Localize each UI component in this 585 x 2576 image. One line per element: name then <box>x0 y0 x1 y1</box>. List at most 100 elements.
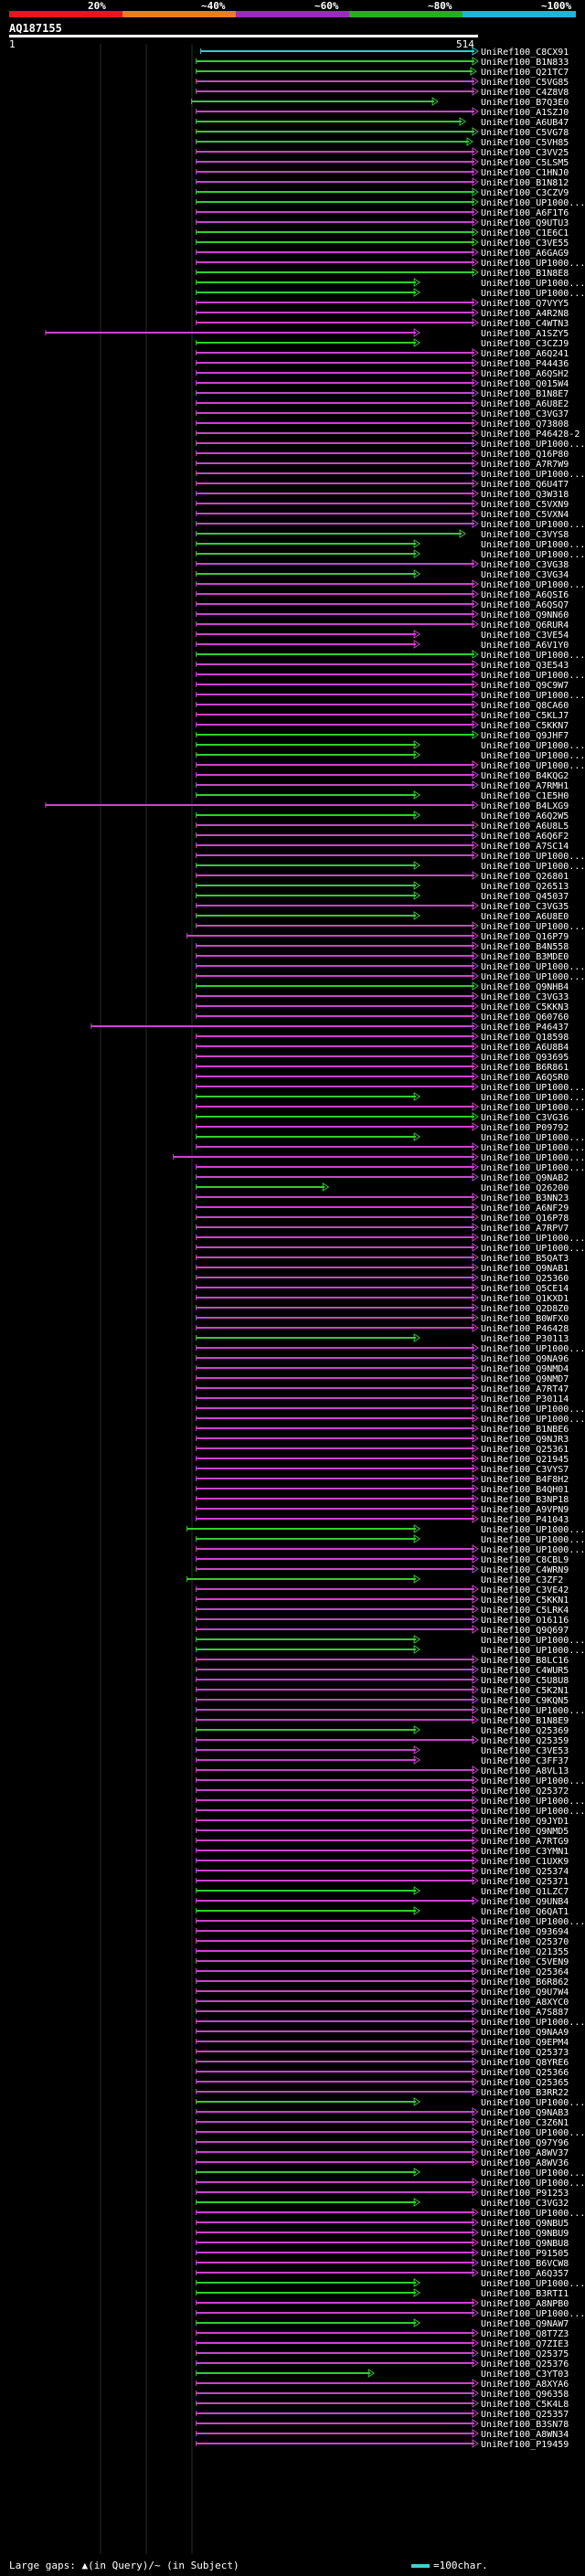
hit-id-link[interactable]: UniRef100_P91253 <box>481 2189 569 2199</box>
hit-id-link[interactable]: UniRef100_B7Q3E0 <box>481 98 569 108</box>
hit-id-link[interactable]: UniRef100_C4WUR5 <box>481 1666 569 1676</box>
hit-id-link[interactable]: UniRef100_Q8T7Z3 <box>481 2329 569 2339</box>
hit-id-link[interactable]: UniRef100_A1SZJ0 <box>481 108 569 118</box>
hit-id-link[interactable]: UniRef100_UP1000... <box>481 1083 585 1093</box>
hit-id-link[interactable]: UniRef100_C3VG35 <box>481 902 569 912</box>
hit-id-link[interactable]: UniRef100_Q6RUR4 <box>481 620 569 631</box>
hit-id-link[interactable]: UniRef100_UP1000... <box>481 550 585 560</box>
hit-id-link[interactable]: UniRef100_C5VG78 <box>481 128 569 138</box>
hit-id-link[interactable]: UniRef100_Q16P78 <box>481 1214 569 1224</box>
hit-id-link[interactable]: UniRef100_UP1000... <box>481 1093 585 1103</box>
hit-id-link[interactable]: UniRef100_UP1000... <box>481 1545 585 1555</box>
hit-id-link[interactable]: UniRef100_A6V1Y0 <box>481 641 569 651</box>
hit-id-link[interactable]: UniRef100_Q26200 <box>481 1183 569 1193</box>
hit-id-link[interactable]: UniRef100_C5KKN3 <box>481 1002 569 1012</box>
hit-id-link[interactable]: UniRef100_B3MDE0 <box>481 952 569 962</box>
hit-id-link[interactable]: UniRef100_A7RPV7 <box>481 1224 569 1234</box>
hit-id-link[interactable]: UniRef100_C3VYS8 <box>481 530 569 540</box>
hit-id-link[interactable]: UniRef100_UP1000... <box>481 691 585 701</box>
hit-id-link[interactable]: UniRef100_UP1000... <box>481 751 585 761</box>
hit-id-link[interactable]: UniRef100_A8NPB0 <box>481 2299 569 2309</box>
hit-id-link[interactable]: UniRef100_UP1000... <box>481 671 585 681</box>
hit-id-link[interactable]: UniRef100_A6GAG9 <box>481 249 569 259</box>
hit-id-link[interactable]: UniRef100_C5KKN7 <box>481 721 569 731</box>
hit-id-link[interactable]: UniRef100_C3VG34 <box>481 570 569 580</box>
hit-id-link[interactable]: UniRef100_C9KQN5 <box>481 1696 569 1706</box>
hit-id-link[interactable]: UniRef100_Q9UNB4 <box>481 1897 569 1907</box>
hit-id-link[interactable]: UniRef100_Q9JHF7 <box>481 731 569 741</box>
hit-id-link[interactable]: UniRef100_UP1000... <box>481 1344 585 1354</box>
hit-id-link[interactable]: UniRef100_A6Q2W5 <box>481 811 569 822</box>
hit-id-link[interactable]: UniRef100_A9VPN9 <box>481 1505 569 1515</box>
hit-id-link[interactable]: UniRef100_Q9NBU5 <box>481 2219 569 2229</box>
hit-id-link[interactable]: UniRef100_Q25375 <box>481 2349 569 2359</box>
hit-id-link[interactable]: UniRef100_Q9U7W4 <box>481 1988 569 1998</box>
hit-id-link[interactable]: UniRef100_Q9EPM4 <box>481 2038 569 2048</box>
hit-id-link[interactable]: UniRef100_UP1000... <box>481 2209 585 2219</box>
hit-id-link[interactable]: UniRef100_C5VH85 <box>481 138 569 148</box>
hit-id-link[interactable]: UniRef100_UP1000... <box>481 440 585 450</box>
hit-id-link[interactable]: UniRef100_C3VG37 <box>481 409 569 419</box>
hit-id-link[interactable]: UniRef100_C5VXN4 <box>481 510 569 520</box>
hit-id-link[interactable]: UniRef100_Q9UTU3 <box>481 218 569 228</box>
hit-id-link[interactable]: UniRef100_UP1000... <box>481 1103 585 1113</box>
hit-id-link[interactable]: UniRef100_B1N833 <box>481 58 569 68</box>
hit-id-link[interactable]: UniRef100_UP1000... <box>481 852 585 862</box>
hit-id-link[interactable]: UniRef100_C3VG32 <box>481 2199 569 2209</box>
hit-id-link[interactable]: UniRef100_UP1000... <box>481 1776 585 1786</box>
hit-id-link[interactable]: UniRef100_P09792 <box>481 1123 569 1133</box>
hit-id-link[interactable]: UniRef100_C5U8U8 <box>481 1676 569 1686</box>
hit-id-link[interactable]: UniRef100_C3YT03 <box>481 2369 569 2380</box>
hit-id-link[interactable]: UniRef100_UP1000... <box>481 2309 585 2319</box>
hit-id-link[interactable]: UniRef100_A4R2N8 <box>481 309 569 319</box>
hit-id-link[interactable]: UniRef100_Q9NA96 <box>481 1354 569 1364</box>
hit-id-link[interactable]: UniRef100_C1HNJ0 <box>481 168 569 178</box>
hit-id-link[interactable]: UniRef100_UP1000... <box>481 761 585 771</box>
hit-id-link[interactable]: UniRef100_UP1000... <box>481 1153 585 1163</box>
hit-id-link[interactable]: UniRef100_Q9NAB2 <box>481 1173 569 1183</box>
hit-id-link[interactable]: UniRef100_Q25372 <box>481 1786 569 1797</box>
hit-id-link[interactable]: UniRef100_Q60760 <box>481 1012 569 1023</box>
hit-id-link[interactable]: UniRef100_A7RTG9 <box>481 1837 569 1847</box>
hit-id-link[interactable]: UniRef100_C3VE42 <box>481 1585 569 1595</box>
hit-id-link[interactable]: UniRef100_UP1000... <box>481 1646 585 1656</box>
hit-id-link[interactable]: UniRef100_UP1000... <box>481 2128 585 2138</box>
hit-id-link[interactable]: UniRef100_UP1000... <box>481 1807 585 1817</box>
hit-id-link[interactable]: UniRef100_Q45037 <box>481 892 569 902</box>
hit-id-link[interactable]: UniRef100_UP1000... <box>481 2279 585 2289</box>
hit-id-link[interactable]: UniRef100_A8XYA6 <box>481 2380 569 2390</box>
hit-id-link[interactable]: UniRef100_Q25365 <box>481 2078 569 2088</box>
hit-id-link[interactable]: UniRef100_UP1000... <box>481 1244 585 1254</box>
hit-id-link[interactable]: UniRef100_C5LRK4 <box>481 1606 569 1616</box>
hit-id-link[interactable]: UniRef100_Q7ZIE3 <box>481 2339 569 2349</box>
hit-id-link[interactable]: UniRef100_UP1000... <box>481 2178 585 2189</box>
hit-id-link[interactable]: UniRef100_Q25370 <box>481 1937 569 1947</box>
hit-id-link[interactable]: UniRef100_B1N8E9 <box>481 1716 569 1726</box>
hit-id-link[interactable]: UniRef100_Q16P80 <box>481 450 569 460</box>
hit-id-link[interactable]: UniRef100_C3CZJ9 <box>481 339 569 349</box>
hit-id-link[interactable]: UniRef100_Q3W318 <box>481 490 569 500</box>
hit-id-link[interactable]: UniRef100_B4QH01 <box>481 1485 569 1495</box>
hit-id-link[interactable]: UniRef100_A7RMH1 <box>481 781 569 791</box>
hit-id-link[interactable]: UniRef100_B3RR22 <box>481 2088 569 2098</box>
hit-id-link[interactable]: UniRef100_Q1KXD1 <box>481 1294 569 1304</box>
hit-id-link[interactable]: UniRef100_UP1000... <box>481 651 585 661</box>
hit-id-link[interactable]: UniRef100_Q9NAB3 <box>481 2108 569 2118</box>
hit-id-link[interactable]: UniRef100_UP1000... <box>481 1706 585 1716</box>
hit-id-link[interactable]: UniRef100_Q26801 <box>481 872 569 882</box>
hit-id-link[interactable]: UniRef100_UP1000... <box>481 862 585 872</box>
hit-id-link[interactable]: UniRef100_Q25373 <box>481 2048 569 2058</box>
hit-id-link[interactable]: UniRef100_C5KKN1 <box>481 1595 569 1606</box>
hit-id-link[interactable]: UniRef100_Q97Y96 <box>481 2138 569 2148</box>
hit-id-link[interactable]: UniRef100_Q25376 <box>481 2359 569 2369</box>
hit-id-link[interactable]: UniRef100_B6VCW8 <box>481 2259 569 2269</box>
hit-id-link[interactable]: UniRef100_C5VEN9 <box>481 1957 569 1967</box>
hit-id-link[interactable]: UniRef100_A6UB47 <box>481 118 569 128</box>
hit-id-link[interactable]: UniRef100_P19459 <box>481 2440 569 2450</box>
hit-id-link[interactable]: UniRef100_UP1000... <box>481 198 585 208</box>
hit-id-link[interactable]: UniRef100_Q5CE14 <box>481 1284 569 1294</box>
hit-id-link[interactable]: UniRef100_A6QSH2 <box>481 369 569 379</box>
hit-id-link[interactable]: UniRef100_C1E6C1 <box>481 228 569 239</box>
hit-id-link[interactable]: UniRef100_UP1000... <box>481 520 585 530</box>
hit-id-link[interactable]: UniRef100_B8LC16 <box>481 1656 569 1666</box>
